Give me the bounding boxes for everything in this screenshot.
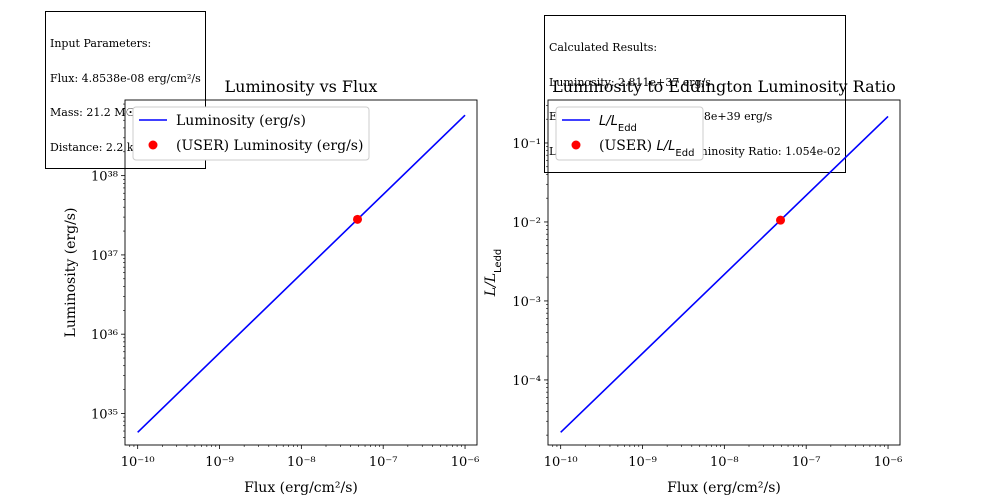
data-point-user (353, 214, 363, 224)
x-tick-label: 10⁻⁹ (205, 455, 234, 470)
x-tick-label: 10⁻⁷ (369, 455, 398, 470)
x-tick-label: 10⁻⁸ (287, 455, 316, 470)
y-tick-label: 10⁻⁴ (512, 374, 541, 389)
results-luminosity: Luminosity: 2.811e+37 erg/s (549, 75, 711, 89)
x-axis-label: Flux (erg/cm²/s) (244, 480, 358, 496)
y-tick-label: 10⁻³ (512, 295, 541, 310)
legend-box (132, 106, 370, 161)
y-axis-label: Luminosity (erg/s) (63, 208, 79, 338)
legend-label: (USER) Luminosity (erg/s) (176, 138, 363, 154)
x-tick-label: 10⁻⁸ (710, 455, 739, 470)
chart-panel-1: Luminosity vs Flux 10⁻¹⁰ 10⁻⁹ 10⁻⁸ 10⁻⁷ 10⁻⁶ 1… (63, 77, 479, 496)
legend-label: (USER) L/LEdd (599, 138, 694, 159)
series-line (137, 114, 466, 433)
y-tick-label: 10³⁷ (91, 249, 118, 264)
input-heading: Input Parameters: (50, 37, 152, 50)
y-tick-label: 10³⁶ (91, 328, 118, 343)
legend-label: Luminosity (erg/s) (176, 113, 306, 129)
chart-panel-2: Luminosity to Eddington Luminosity Ratio… (483, 77, 902, 496)
legend-label: L/LEdd (599, 114, 637, 134)
x-axis-label: Flux (erg/cm²/s) (667, 480, 781, 496)
x-tick-label: 10⁻⁶ (874, 455, 903, 470)
x-tick-label: 10⁻⁷ (792, 455, 821, 470)
y-tick-label: 10⁻¹ (512, 137, 541, 152)
results-heading: Calculated Results: (549, 41, 658, 54)
legend-box (555, 106, 704, 161)
legend-point-swatch (148, 140, 158, 150)
chart-title: Luminosity to Eddington Luminosity Ratio (552, 77, 896, 96)
y-tick-label: 10³⁵ (91, 407, 118, 422)
y-tick-label: 10³⁸ (91, 170, 118, 185)
x-tick-label: 10⁻¹⁰ (121, 455, 155, 470)
x-tick-label: 10⁻⁶ (451, 455, 480, 470)
data-point-user (776, 215, 786, 225)
x-tick-label: 10⁻¹⁰ (544, 455, 578, 470)
y-tick-label: 10⁻² (512, 216, 541, 231)
legend-point-swatch (571, 140, 581, 150)
series-line (560, 115, 889, 433)
y-axis-label: L/LLedd (483, 249, 504, 298)
axes-frame (547, 99, 901, 446)
input-flux: Flux: 4.8538e-08 erg/cm²/s (50, 71, 201, 85)
axes-frame (124, 99, 478, 446)
x-tick-label: 10⁻⁹ (628, 455, 657, 470)
chart-title: Luminosity vs Flux (225, 77, 378, 96)
